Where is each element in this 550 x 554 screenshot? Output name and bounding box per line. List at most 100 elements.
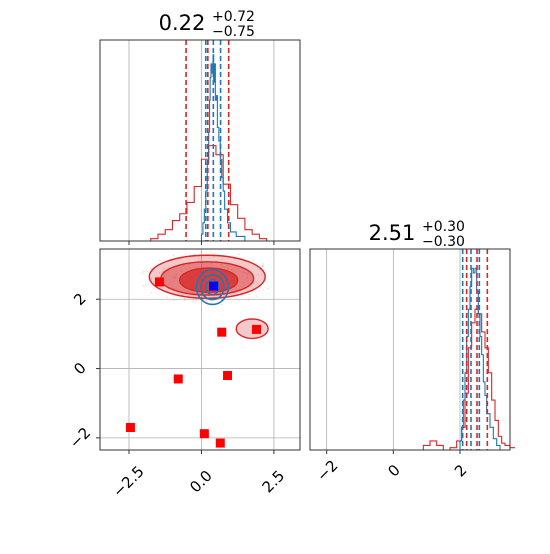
x-tick-label: 0.0	[186, 467, 216, 497]
sample-dot	[173, 276, 175, 278]
sample-dot	[261, 265, 264, 267]
sample-dot	[252, 282, 255, 285]
histogram-panel-param-1: 0.22 +0.72−0.75	[99, 9, 301, 245]
histogram-frame	[309, 248, 511, 451]
sample-dot	[205, 299, 208, 302]
sample-dot	[149, 268, 152, 270]
sample-dot	[232, 271, 235, 273]
sample-dot	[174, 277, 176, 280]
red-marker	[223, 370, 233, 380]
sample-dot	[256, 282, 259, 285]
sample-dot	[163, 275, 166, 277]
sample-dot	[197, 258, 200, 261]
sample-dot	[187, 263, 189, 266]
sample-dot	[261, 289, 264, 291]
sample-dot	[262, 264, 265, 267]
sample-dot	[198, 256, 200, 259]
sample-dot	[213, 255, 215, 258]
red-marker	[217, 327, 227, 337]
blue-contour	[195, 268, 230, 306]
sample-dot	[176, 273, 178, 275]
sample-dot	[214, 252, 216, 255]
param-1-title-lower-error: −0.75	[212, 24, 255, 40]
sample-dot	[158, 272, 161, 274]
sample-dot	[168, 271, 171, 273]
sample-dot	[252, 259, 255, 262]
sample-dot	[188, 266, 191, 269]
red-histogram	[105, 145, 277, 242]
sample-dot	[221, 258, 223, 261]
red-marker	[154, 277, 164, 287]
sample-dot	[161, 270, 164, 273]
sample-dot	[247, 272, 249, 275]
red-marker	[252, 324, 262, 334]
param-1-title-upper-error: +0.72	[212, 9, 255, 25]
sample-dot	[183, 297, 186, 300]
y-tick-label: 0	[70, 359, 89, 378]
sample-dot	[257, 273, 259, 276]
sample-dot	[210, 262, 213, 265]
scatter-panel: −2.5 0.0 2.5 −2 0 2	[66, 248, 301, 501]
blue-histogram	[198, 54, 254, 242]
sample-dot	[146, 270, 149, 273]
sample-dot	[221, 303, 223, 306]
sample-dot	[158, 259, 161, 262]
sample-dot	[172, 254, 175, 257]
sample-dot	[255, 281, 257, 283]
sample-dot	[150, 291, 153, 294]
blue-marker	[209, 281, 219, 291]
scatter-frame	[99, 248, 301, 451]
x-tick-label: −2.5	[109, 462, 147, 500]
sample-dot	[191, 299, 194, 302]
y-tick-label: −2	[66, 424, 94, 452]
sample-dot	[243, 271, 245, 273]
red-marker	[199, 429, 209, 439]
sample-dot	[247, 273, 249, 276]
sample-dot	[195, 299, 198, 301]
sample-dot	[209, 300, 212, 302]
sample-dot	[169, 282, 172, 284]
sample-dot	[184, 252, 187, 255]
sample-dot	[244, 272, 247, 274]
sample-dot	[242, 282, 245, 284]
sample-dot	[248, 293, 250, 296]
sample-dot	[262, 262, 265, 265]
sample-dot	[163, 280, 166, 283]
red-marker	[125, 422, 135, 432]
sample-dot	[180, 270, 183, 272]
sample-dot	[163, 267, 165, 270]
blue-contour	[205, 278, 220, 296]
x-tick-label: −2	[313, 457, 341, 485]
sample-dot	[227, 267, 229, 270]
red-marker	[215, 438, 225, 448]
sample-dot	[173, 299, 175, 302]
sample-dot	[147, 283, 149, 286]
sample-dot	[182, 264, 185, 267]
sample-dot	[220, 263, 223, 266]
sample-dot	[199, 250, 202, 253]
param-2-title-value: 2.51	[369, 221, 416, 245]
sample-dot	[231, 268, 233, 271]
y-tick-label: 2	[70, 290, 89, 309]
sample-dot	[261, 265, 264, 268]
x-tick-label: 2.5	[259, 467, 289, 497]
param-2-title-lower-error: −0.30	[422, 234, 465, 250]
sample-dot	[193, 253, 196, 256]
red-histogram	[413, 308, 515, 451]
x-tick-label: 0	[384, 461, 403, 480]
sample-dot	[167, 266, 170, 268]
param-1-title-value: 0.22	[159, 11, 206, 35]
sample-dot	[267, 287, 269, 290]
sample-dot	[247, 298, 250, 301]
sample-dot	[150, 277, 153, 279]
sample-dot	[141, 271, 144, 274]
sample-dot	[210, 251, 213, 254]
blue-contour	[200, 273, 225, 301]
sample-dot	[166, 296, 168, 299]
sample-dot	[189, 290, 192, 293]
sample-dot	[172, 281, 174, 283]
sample-dot	[142, 285, 145, 287]
sample-dot	[255, 295, 258, 297]
sample-dot	[238, 253, 240, 256]
